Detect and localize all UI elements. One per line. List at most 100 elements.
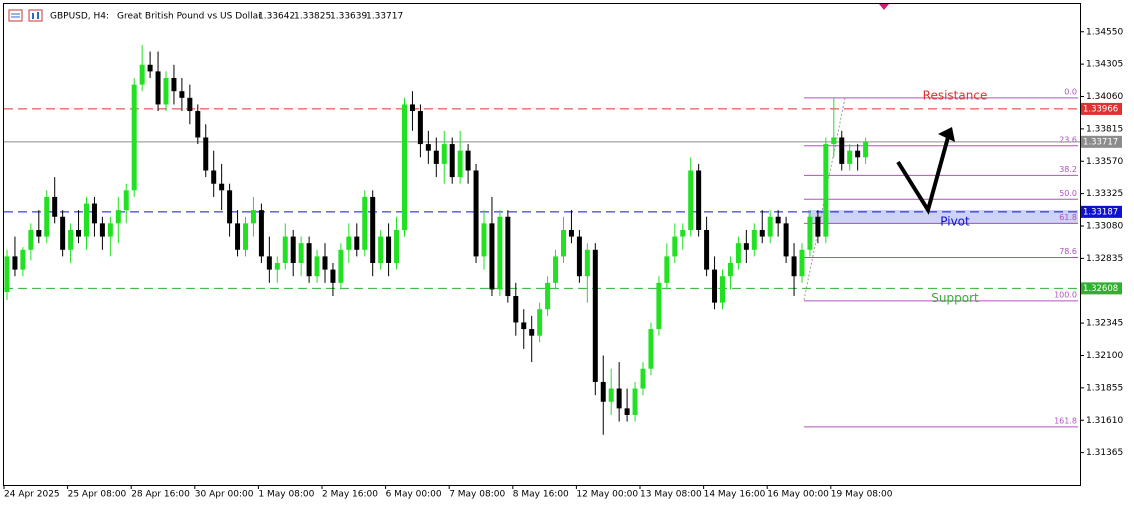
- fib-label: 50.0: [1059, 189, 1077, 198]
- x-tick-label: 2 May 16:00: [322, 490, 378, 500]
- candle-body: [489, 223, 495, 290]
- candle-body: [847, 150, 853, 164]
- candle-body: [600, 381, 606, 402]
- x-tick-label: 30 Apr 00:00: [195, 490, 254, 500]
- candle-body: [624, 408, 630, 415]
- candle-body: [704, 229, 710, 270]
- candle-body: [608, 388, 614, 402]
- candle-body: [743, 243, 749, 250]
- icon: [28, 9, 43, 22]
- price-label-box: [1081, 205, 1122, 218]
- y-tick-label: 1.33080: [1086, 222, 1123, 232]
- plot-border: [3, 3, 1081, 486]
- candle-body: [362, 196, 368, 250]
- candle-body: [139, 64, 145, 85]
- candle-body: [584, 249, 590, 277]
- candle-body: [195, 111, 201, 138]
- candle-body: [282, 236, 288, 263]
- candle-body: [179, 91, 185, 98]
- x-tick-label: 14 May 16:00: [704, 490, 766, 500]
- y-tick-label: 1.33815: [1086, 124, 1123, 134]
- candle-body: [696, 170, 702, 230]
- y-tick-label: 1.31365: [1086, 448, 1123, 458]
- plot: 1.34550 1.34305 1.34060 1.33815 1.33570 1.333…: [3, 27, 1123, 500]
- candle-body: [656, 282, 662, 330]
- candle-body: [290, 236, 296, 263]
- y-tick-label: 1.34060: [1086, 92, 1123, 102]
- candle-body: [394, 229, 400, 263]
- candle-body: [298, 243, 304, 263]
- candle-body: [576, 236, 582, 277]
- candle-body: [402, 104, 407, 230]
- candle-body: [227, 190, 233, 224]
- y-tick-label: 1.33325: [1086, 189, 1123, 199]
- period-marker: [879, 4, 889, 10]
- arrow-head: [938, 127, 955, 142]
- candle-body: [203, 137, 209, 171]
- candle-body: [481, 223, 487, 257]
- candle-body: [521, 322, 527, 330]
- candle-body: [378, 236, 384, 263]
- candle-body: [664, 256, 670, 283]
- candle-body: [632, 388, 638, 415]
- candle-body: [147, 64, 153, 72]
- candle-body: [759, 229, 765, 237]
- candle-body: [831, 137, 837, 145]
- candle-body: [243, 223, 248, 250]
- candle-body: [187, 97, 193, 112]
- candle-body: [568, 229, 574, 237]
- candle-body: [720, 276, 725, 303]
- candle-body: [274, 263, 280, 270]
- fib-label: 0.0: [1064, 87, 1077, 96]
- candle-body: [131, 84, 137, 191]
- candle-body: [306, 243, 312, 277]
- candle-body: [123, 190, 129, 211]
- icon: [37, 12, 39, 19]
- candle-body: [425, 144, 431, 151]
- description: Great British Pound vs US Dollar: [117, 12, 262, 22]
- candle-body: [672, 236, 678, 257]
- candle-body: [417, 111, 423, 145]
- candle-body: [36, 229, 42, 237]
- candle-body: [473, 170, 479, 257]
- price-label-box: [1081, 102, 1122, 115]
- candle-body: [60, 216, 66, 250]
- candle-body: [457, 150, 463, 178]
- candle-body: [505, 216, 511, 297]
- candle-body: [12, 256, 18, 270]
- header-low: 1.33639: [330, 12, 367, 22]
- pivot-zone: [808, 210, 1078, 224]
- candle-body: [807, 216, 813, 250]
- fib-label: 161.8: [1054, 416, 1077, 425]
- icon: [8, 9, 23, 22]
- y-tick-label: 1.32100: [1086, 351, 1123, 361]
- price-label-box: [1081, 282, 1122, 295]
- y-tick-label: 1.31855: [1086, 383, 1123, 393]
- icon: [32, 13, 34, 19]
- candle-body: [537, 309, 543, 336]
- candle-body: [767, 216, 773, 237]
- y-tick-label: 1.33570: [1086, 157, 1123, 167]
- candle-body: [314, 256, 320, 277]
- candle-body: [712, 269, 718, 303]
- x-tick-label: 7 May 08:00: [449, 490, 505, 500]
- price-label: 1.33187: [1083, 207, 1118, 217]
- candle-body: [855, 150, 861, 158]
- price-label: 1.32608: [1083, 284, 1118, 294]
- candle-body: [497, 216, 503, 290]
- price-label-box: [1081, 135, 1122, 148]
- candle-body: [370, 196, 376, 263]
- candle-body: [76, 229, 82, 237]
- candle-body: [616, 388, 622, 409]
- candle-body: [592, 249, 598, 382]
- candle-body: [688, 170, 694, 230]
- candle-body: [735, 243, 741, 263]
- header-open: 1.33642: [258, 12, 295, 22]
- candle-body: [44, 196, 50, 237]
- candle-body: [171, 78, 177, 92]
- y-tick-label: 1.31610: [1086, 416, 1123, 426]
- candle-body: [266, 256, 272, 270]
- candle-body: [727, 263, 733, 277]
- y-tick-label: 1.32835: [1086, 254, 1123, 264]
